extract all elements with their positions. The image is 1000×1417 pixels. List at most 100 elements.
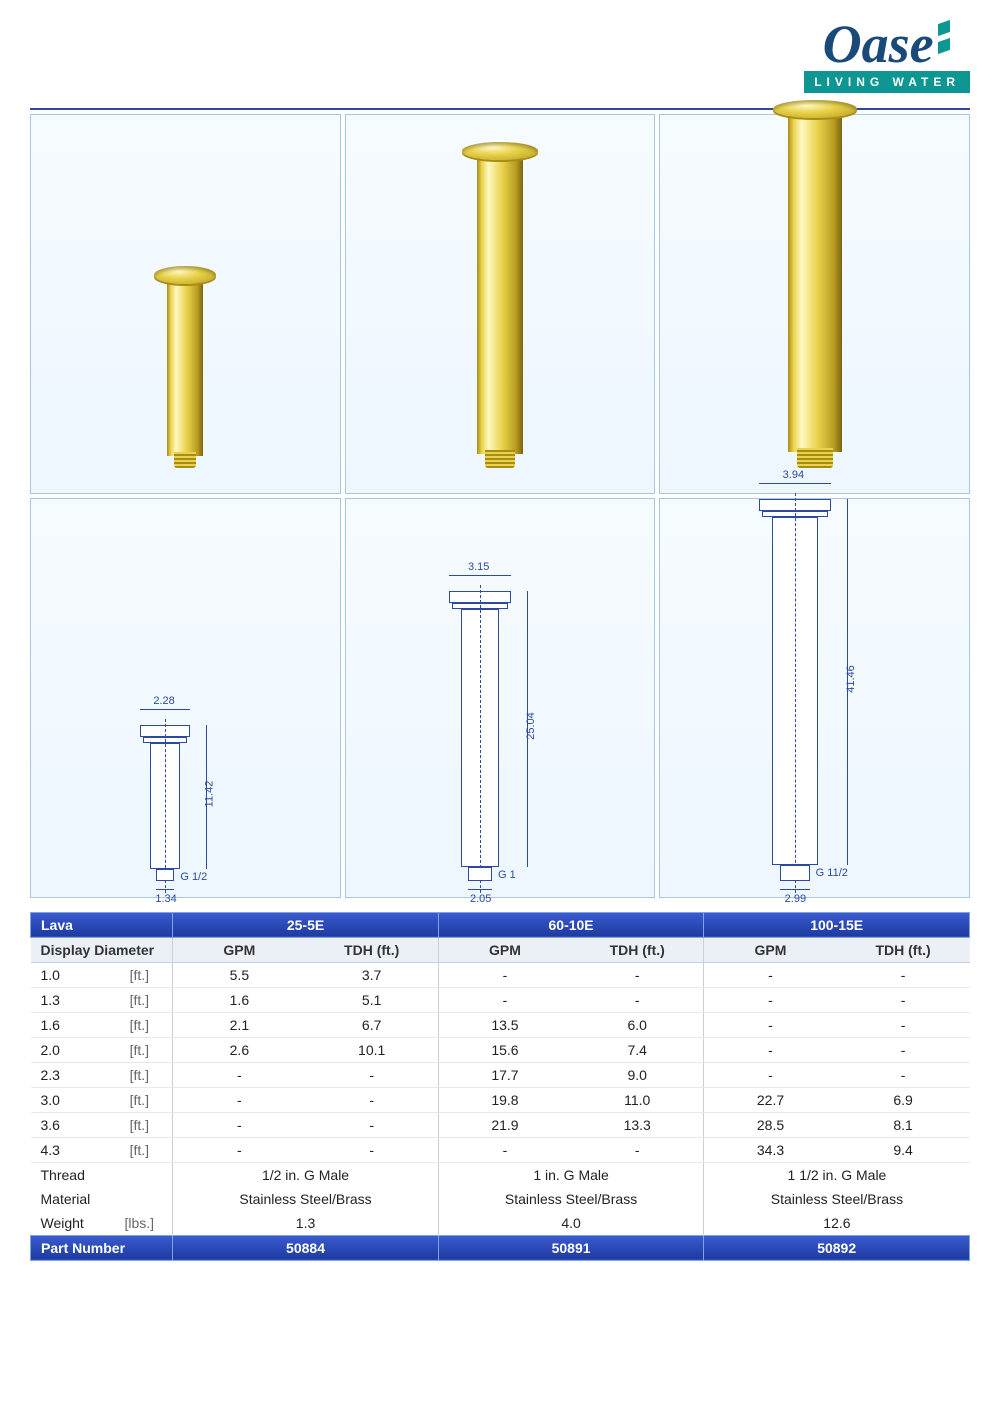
gpm-val: 5.5 (173, 962, 306, 987)
diameter-unit: [ft.] (106, 1112, 172, 1137)
tdh-val: 6.7 (306, 1012, 439, 1037)
tdh-val: - (571, 1137, 704, 1162)
part-number: 50892 (704, 1235, 970, 1260)
tdh-val: 6.0 (571, 1012, 704, 1037)
diameter-unit: [ft.] (106, 1137, 172, 1162)
gpm-val: 2.6 (173, 1037, 306, 1062)
weight-val: 1.3 (173, 1211, 439, 1236)
gpm-val: - (704, 1012, 837, 1037)
thread-val: 1 1/2 in. G Male (704, 1162, 970, 1187)
weight-label: Weight (31, 1211, 107, 1236)
gpm-val: - (438, 1137, 571, 1162)
table-header: Lava 25-5E 60-10E 100-15E Display Diamet… (31, 912, 970, 962)
render-cell (30, 114, 341, 494)
diameter-val: 2.3 (31, 1062, 107, 1087)
product-render-row (30, 114, 970, 494)
diameter-val: 3.0 (31, 1087, 107, 1112)
tdh-val: 5.1 (306, 987, 439, 1012)
table-row: 2.0[ft.]2.610.115.67.4-- (31, 1037, 970, 1062)
diameter-val: 1.3 (31, 987, 107, 1012)
tdh-val: 7.4 (571, 1037, 704, 1062)
gpm-val: - (173, 1112, 306, 1137)
table-row: 3.0[ft.]--19.811.022.76.9 (31, 1087, 970, 1112)
gpm-val: 17.7 (438, 1062, 571, 1087)
render-cell (659, 114, 970, 494)
diameter-val: 1.6 (31, 1012, 107, 1037)
model-header: 25-5E (173, 912, 439, 937)
col-tdh: TDH (ft.) (837, 937, 970, 962)
tdh-val: 11.0 (571, 1087, 704, 1112)
weight-val: 4.0 (438, 1211, 704, 1236)
tdh-val: - (571, 962, 704, 987)
tdh-val: - (837, 987, 970, 1012)
tdh-val: 9.0 (571, 1062, 704, 1087)
diameter-unit: [ft.] (106, 987, 172, 1012)
technical-drawing: 3.9441.46G 11/22.99 (739, 483, 891, 877)
gpm-val: - (704, 1037, 837, 1062)
display-diameter-label: Display Diameter (31, 937, 173, 962)
table-body: 1.0[ft.]5.53.7----1.3[ft.]1.65.1----1.6[… (31, 962, 970, 1162)
part-number: 50891 (438, 1235, 704, 1260)
technical-drawing: 2.2811.42G 1/21.34 (120, 709, 250, 877)
table-row: 1.3[ft.]1.65.1---- (31, 987, 970, 1012)
col-gpm: GPM (704, 937, 837, 962)
gpm-val: 22.7 (704, 1087, 837, 1112)
nozzle-render (773, 100, 857, 468)
thread-label: Thread (31, 1162, 173, 1187)
gpm-val: - (173, 1062, 306, 1087)
drawing-cell: 3.9441.46G 11/22.99 (659, 498, 970, 898)
tdh-val: - (571, 987, 704, 1012)
gpm-val: - (704, 987, 837, 1012)
technical-drawing-row: 2.2811.42G 1/21.34 3.1525.04G 12.05 3.94… (30, 498, 970, 898)
tdh-val: 9.4 (837, 1137, 970, 1162)
material-val: Stainless Steel/Brass (173, 1187, 439, 1211)
table-row: 1.6[ft.]2.16.713.56.0-- (31, 1012, 970, 1037)
part-number: 50884 (173, 1235, 439, 1260)
logo: Oase LIVING WATER (30, 20, 970, 93)
tdh-val: - (837, 1012, 970, 1037)
thread-val: 1 in. G Male (438, 1162, 704, 1187)
diameter-unit: [ft.] (106, 1012, 172, 1037)
brand-name: Oase (823, 14, 934, 74)
diameter-unit: [ft.] (106, 1087, 172, 1112)
gpm-val: 28.5 (704, 1112, 837, 1137)
material-val: Stainless Steel/Brass (438, 1187, 704, 1211)
tdh-val: 3.7 (306, 962, 439, 987)
gpm-val: 21.9 (438, 1112, 571, 1137)
material-label: Material (31, 1187, 173, 1211)
weight-unit: [lbs.] (106, 1211, 172, 1236)
tdh-val: - (306, 1062, 439, 1087)
diameter-unit: [ft.] (106, 1062, 172, 1087)
diameter-val: 1.0 (31, 962, 107, 987)
gpm-val: 13.5 (438, 1012, 571, 1037)
tdh-val: 13.3 (571, 1112, 704, 1137)
tdh-val: - (837, 1062, 970, 1087)
tdh-val: - (306, 1112, 439, 1137)
gpm-val: 19.8 (438, 1087, 571, 1112)
table-footer: Thread 1/2 in. G Male 1 in. G Male 1 1/2… (31, 1162, 970, 1260)
gpm-val: 2.1 (173, 1012, 306, 1037)
table-row: 2.3[ft.]--17.79.0-- (31, 1062, 970, 1087)
model-header: 60-10E (438, 912, 704, 937)
spec-table: Lava 25-5E 60-10E 100-15E Display Diamet… (30, 912, 970, 1261)
technical-drawing: 3.1525.04G 12.05 (429, 575, 571, 877)
table-row: 3.6[ft.]--21.913.328.58.1 (31, 1112, 970, 1137)
table-title: Lava (31, 912, 173, 937)
part-label: Part Number (31, 1235, 173, 1260)
diameter-val: 2.0 (31, 1037, 107, 1062)
tdh-val: - (306, 1137, 439, 1162)
table-row: 1.0[ft.]5.53.7---- (31, 962, 970, 987)
tdh-val: - (837, 962, 970, 987)
tdh-val: 6.9 (837, 1087, 970, 1112)
nozzle-render (462, 142, 538, 468)
col-gpm: GPM (438, 937, 571, 962)
table-row: 4.3[ft.]----34.39.4 (31, 1137, 970, 1162)
tdh-val: - (837, 1037, 970, 1062)
tdh-val: - (306, 1087, 439, 1112)
weight-val: 12.6 (704, 1211, 970, 1236)
col-gpm: GPM (173, 937, 306, 962)
gpm-val: - (173, 1087, 306, 1112)
tdh-val: 10.1 (306, 1037, 439, 1062)
gpm-val: 34.3 (704, 1137, 837, 1162)
gpm-val: 15.6 (438, 1037, 571, 1062)
